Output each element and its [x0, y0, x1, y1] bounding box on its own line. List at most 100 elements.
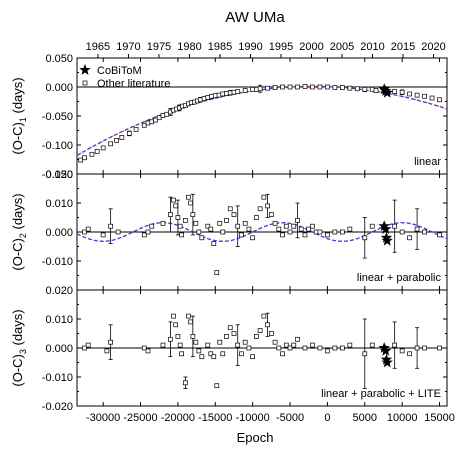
y-axis-title-subscript: 3: [18, 349, 28, 354]
other-literature-point: [287, 229, 293, 235]
other-literature-point: [280, 351, 285, 357]
x-tick-label: -30000: [86, 412, 120, 424]
other-literature-point: [295, 218, 300, 223]
other-literature-point: [208, 351, 214, 357]
other-literature-point: [104, 348, 110, 354]
y-axis-title-unit: (days): [10, 193, 25, 233]
top-year-label: 2005: [330, 41, 354, 53]
top-year-label: 1980: [177, 41, 201, 53]
other-literature-point: [108, 223, 113, 229]
other-literature-point: [399, 229, 405, 235]
y-axis-title-subscript: 1: [18, 117, 28, 122]
other-literature-point: [437, 345, 442, 351]
other-literature-point: [231, 212, 237, 217]
other-literature-point: [422, 345, 427, 351]
y-tick-label: 0.000: [45, 82, 73, 94]
other-literature-point: [422, 229, 427, 235]
y-tick-label: -0.050: [42, 111, 73, 123]
y-tick-label: -0.010: [42, 372, 73, 384]
y-axis-title: (O-C)2 (days): [10, 193, 28, 270]
x-tick-label: -20000: [161, 412, 195, 424]
other-literature-point: [173, 322, 179, 328]
other-literature-point: [205, 342, 211, 348]
other-literature-point: [108, 141, 113, 147]
other-literature-point: [133, 126, 139, 132]
other-literature-point: [347, 342, 353, 348]
other-literature-point: [186, 313, 191, 319]
cobitom-point: [378, 342, 390, 353]
other-literature-point: [302, 345, 308, 351]
x-tick-label: -5000: [276, 412, 304, 424]
other-literature-point: [188, 200, 193, 206]
bottom-epoch-axis: -30000 -25000 -20000 -15000 -10000 -5000 0 5000…: [86, 412, 455, 424]
other-literature-point: [220, 351, 226, 357]
cobitom-point: [380, 85, 392, 96]
other-literature-point: [231, 331, 237, 336]
other-literature-point: [332, 345, 338, 351]
other-literature-point: [392, 89, 398, 94]
other-literature-point: [340, 85, 345, 90]
other-literature-point: [437, 232, 442, 238]
y-tick-label: 0.010: [45, 314, 73, 326]
x-tick-label: -15000: [198, 412, 232, 424]
other-literature-point: [114, 138, 119, 143]
other-literature-point: [193, 339, 199, 345]
top-year-label: 2015: [391, 41, 415, 53]
other-literature-point: [276, 226, 282, 232]
y-axis-title-main: (O-C): [10, 354, 25, 387]
legend-label-other: Other literature: [97, 78, 170, 90]
other-literature-point: [437, 97, 442, 103]
top-year-label: 2000: [299, 41, 323, 53]
other-literature-point: [257, 328, 263, 333]
y-tick-label: 0.020: [45, 169, 73, 181]
cobitom-point: [380, 223, 392, 234]
top-year-label: 1990: [238, 41, 262, 53]
top-year-label: 2010: [360, 41, 384, 53]
chart-title: AW UMa: [225, 9, 285, 26]
other-literature-point: [85, 342, 91, 348]
fit-curve: [76, 85, 448, 157]
other-literature-point: [119, 135, 125, 140]
other-literature-point: [280, 232, 285, 238]
other-literature-point: [205, 223, 211, 229]
other-literature-point: [362, 351, 368, 357]
other-literature-point: [188, 319, 193, 325]
other-literature-point: [141, 345, 147, 351]
other-literature-point: [196, 348, 202, 354]
other-literature-point: [199, 235, 205, 241]
other-literature-point: [362, 235, 368, 241]
other-literature-point: [186, 194, 191, 200]
other-literature-point: [239, 232, 244, 238]
other-literature-point: [220, 229, 226, 235]
other-literature-point: [373, 88, 379, 93]
other-literature-point: [82, 229, 87, 235]
other-literature-point: [224, 218, 229, 223]
other-literature-point: [179, 232, 184, 238]
other-literature-point: [257, 86, 263, 92]
other-literature-point: [283, 223, 289, 229]
other-literature-point: [171, 313, 176, 319]
other-literature-point: [183, 380, 188, 386]
cobitom-point: [378, 220, 390, 232]
other-literature-point: [246, 226, 252, 232]
other-literature-point: [196, 229, 202, 235]
x-axis-title: Epoch: [237, 430, 274, 445]
other-literature-point: [141, 232, 147, 238]
other-literature-point: [268, 331, 274, 336]
other-literature-point: [254, 334, 259, 339]
y-axis-title-subscript: 2: [18, 233, 28, 238]
other-literature-point: [242, 220, 248, 226]
other-literature-point: [149, 223, 155, 229]
panel-label: linear + parabolic: [357, 272, 442, 284]
other-literature-point: [429, 95, 435, 101]
other-literature-point: [211, 354, 217, 360]
other-literature-point: [422, 93, 427, 99]
other-literature-point: [254, 215, 259, 220]
other-literature-point: [272, 339, 278, 345]
other-literature-point: [89, 151, 95, 157]
other-literature-point: [310, 223, 315, 229]
other-literature-point: [310, 84, 315, 90]
top-year-label: 1995: [269, 41, 293, 53]
